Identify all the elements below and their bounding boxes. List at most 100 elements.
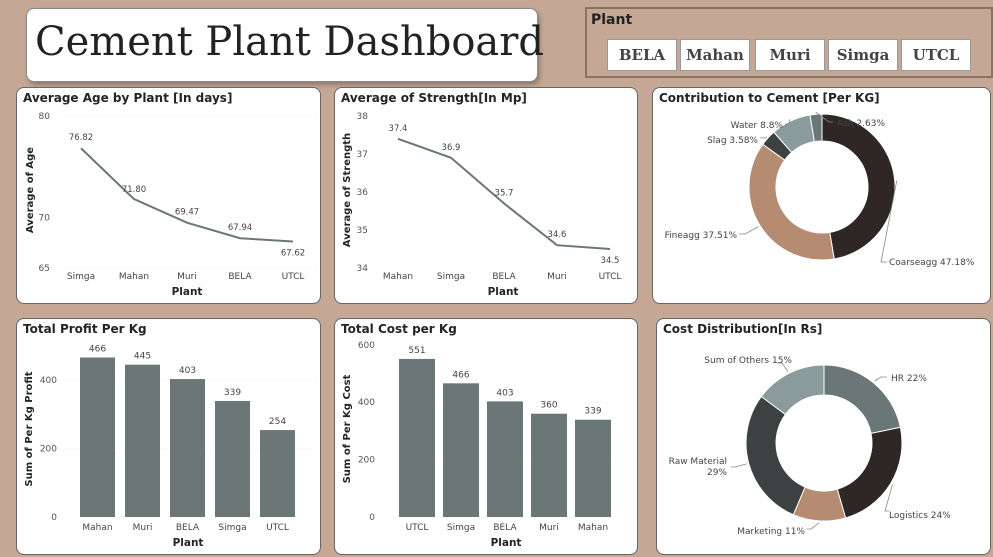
y-tick-label: 70 [39,213,51,223]
leader-line [760,136,767,139]
donut-slice [823,364,902,434]
data-label: 37.4 [389,124,408,134]
strength-card: Average of Strength[In Mp] 34 35 36 37 38 37.… [334,87,638,304]
donut-slice [821,113,896,260]
slice-label: Slag 3.58% [707,136,758,146]
costdist-card: Cost Distribution[In Rs] HR 22% Logistics… [656,318,991,555]
contribution-title: Contribution to Cement [Per KG] [659,91,880,105]
y-tick-label: 35 [357,226,368,236]
age-title: Average Age by Plant [In days] [23,91,233,105]
age-card: Average Age by Plant [In days] 65 70 80 76.… [16,87,321,304]
y-tick-label: 38 [357,112,369,122]
profit-title: Total Profit Per Kg [23,322,147,336]
bar [125,364,160,517]
y-tick-label: 65 [39,264,50,274]
slice-label: Water 8.8% [731,121,784,131]
slice-label: Marketing 11% [737,527,805,537]
age-line-chart: 65 70 80 76.82 71.80 69.47 67.94 67.62 Simga Maha… [25,112,317,298]
leader-line [731,463,747,468]
leader-line [880,180,898,263]
y-tick-label: 0 [51,513,57,523]
slice-label: Ash 2.63% [837,119,885,129]
data-label: 403 [179,366,196,376]
leader-line [807,522,820,530]
x-axis-title: Plant [491,537,522,549]
plant-slicer: Plant BELA Mahan Muri Simga UTCL [585,7,993,78]
slice-label: Fineagg 37.51% [665,231,738,241]
data-label: 34.5 [601,256,620,266]
x-tick-label: UTCL [282,272,305,282]
x-tick-label: Mahan [119,272,149,282]
slicer-option-bela[interactable]: BELA [607,39,677,71]
x-tick-label: BELA [492,272,516,282]
bar [215,400,250,517]
x-tick-label: Mahan [578,523,608,533]
costdist-donut-chart: HR 22% Logistics 24% Marketing 11% Raw Mate… [669,356,952,537]
data-label: 551 [408,346,425,356]
slice-label: Raw Material [669,457,727,467]
x-tick-label: Muri [177,272,197,282]
data-label: 67.62 [281,248,305,258]
bar [399,358,435,517]
profit-bar-chart: 0 200 400 466 Mahan 445 Muri 403 BELA 339 Simga 254… [24,344,317,549]
cost-title: Total Cost per Kg [341,322,457,336]
slicer-option-utcl[interactable]: UTCL [901,39,971,71]
contribution-card: Contribution to Cement [Per KG] Coarseag… [652,87,991,304]
y-axis-title: Sum of Per Kg Cost [342,374,353,483]
slice-label: Sum of Others 15% [704,356,792,366]
y-tick-label: 80 [39,112,51,122]
x-tick-label: Mahan [82,523,112,533]
data-label: 403 [496,388,513,398]
bar [575,419,611,517]
y-tick-label: 400 [40,376,57,386]
contribution-donut-chart: Coarseagg 47.18% Fineagg 37.51% Slag 3.58%… [665,111,975,268]
y-tick-label: 34 [357,264,369,274]
data-label: 339 [584,407,601,417]
slicer-option-muri[interactable]: Muri [755,39,825,71]
bar [443,383,479,517]
donut-slice [836,426,903,519]
y-tick-label: 600 [358,341,375,351]
slice-label: HR 22% [891,374,927,384]
bar [531,413,567,517]
data-label: 67.94 [228,223,252,233]
bar [80,357,115,517]
donut-slice [809,113,823,143]
y-axis-title: Average of Age [25,147,36,233]
title-box: Cement Plant Dashboard [26,8,544,82]
bar [170,379,205,517]
data-label: 35.7 [495,188,514,198]
x-axis-title: Plant [488,286,519,298]
slicer-option-simga[interactable]: Simga [828,39,898,71]
data-label: 445 [134,352,151,362]
x-tick-label: UTCL [406,523,429,533]
y-axis-title: Average of Strength [342,133,353,247]
x-tick-label: Simga [67,272,95,282]
y-tick-label: 0 [369,513,375,523]
x-tick-label: Simga [218,523,246,533]
x-tick-label: BELA [228,272,252,282]
slicer-option-mahan[interactable]: Mahan [680,39,750,71]
data-label: 466 [452,370,469,380]
leader-line [815,111,833,123]
leader-line [739,226,759,235]
costdist-title: Cost Distribution[In Rs] [663,322,823,336]
data-label: 466 [89,344,106,354]
slice-label: Logistics 24% [889,511,951,521]
leader-line [785,119,791,125]
x-tick-label: BELA [176,523,200,533]
donut-slice [745,395,806,516]
x-axis-title: Plant [172,286,203,298]
x-tick-label: Simga [437,272,465,282]
x-tick-label: Muri [539,523,559,533]
cost-card: Total Cost per Kg 0 200 400 600 551 UTCL 466 Si… [334,318,638,555]
data-label: 360 [540,401,557,411]
data-label: 339 [224,388,241,398]
y-tick-label: 200 [40,445,57,455]
data-label: 71.80 [122,185,146,195]
data-label: 69.47 [175,208,199,218]
y-tick-label: 36 [357,188,369,198]
slicer-label: Plant [591,12,633,28]
x-tick-label: UTCL [266,523,289,533]
x-tick-label: Mahan [383,272,413,282]
